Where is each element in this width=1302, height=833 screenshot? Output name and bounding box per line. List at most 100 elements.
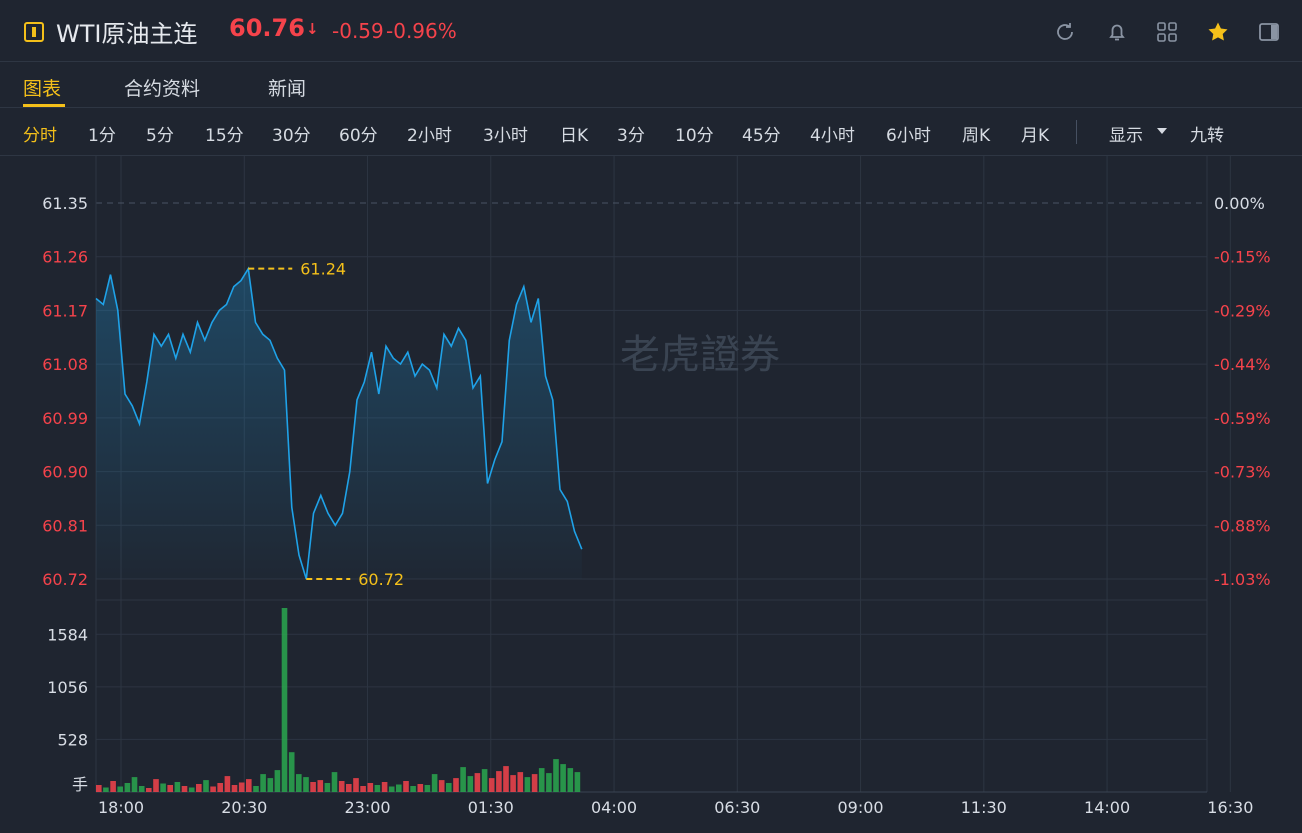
volume-bar	[517, 772, 524, 792]
period-15m[interactable]: 15分	[205, 126, 244, 146]
chevron-down-icon[interactable]	[1157, 128, 1167, 134]
price-line	[95, 266, 583, 580]
volume-bar	[331, 772, 338, 792]
period-10m[interactable]: 10分	[675, 126, 714, 146]
price-tick-label: 60.99	[42, 409, 88, 428]
volume-bar	[253, 786, 259, 792]
period-30m[interactable]: 30分	[272, 126, 311, 146]
price-extreme-marks: 61.24 60.72	[248, 260, 404, 589]
volume-bar	[138, 786, 145, 792]
period-day[interactable]: 日K	[560, 126, 589, 146]
percent-tick-label: -0.73%	[1214, 463, 1271, 482]
volume-bar	[346, 784, 352, 792]
watermark-text: 老虎證券	[620, 332, 780, 378]
volume-bar	[324, 783, 331, 792]
period-45m[interactable]: 45分	[742, 126, 781, 146]
volume-bar	[360, 786, 366, 792]
tab-news[interactable]: 新闻	[268, 78, 307, 100]
volume-bar	[574, 772, 581, 792]
volume-bar	[338, 781, 345, 792]
bell-icon[interactable]	[1105, 20, 1129, 44]
period-6h[interactable]: 6小时	[886, 126, 931, 146]
volume-bar	[310, 782, 316, 792]
percent-tick-label: -1.03%	[1214, 570, 1271, 589]
period-60m[interactable]: 60分	[339, 126, 378, 146]
volume-bar	[274, 770, 281, 792]
volume-bar	[174, 782, 181, 792]
volume-bar	[546, 773, 552, 792]
main-tabs: 图表 合约资料 新闻	[0, 62, 1302, 108]
time-tick-label: 14:00	[1084, 798, 1130, 817]
volume-bar	[567, 768, 574, 792]
volume-bar	[374, 785, 381, 792]
tab-chart[interactable]: 图表	[23, 78, 62, 100]
volume-bar	[446, 783, 452, 792]
volume-bar	[367, 783, 374, 792]
sidebar-toggle-icon[interactable]	[1257, 20, 1281, 44]
period-2h[interactable]: 2小时	[407, 126, 452, 146]
period-3h[interactable]: 3小时	[483, 126, 528, 146]
volume-bar	[538, 768, 545, 792]
volume-bar	[496, 771, 502, 792]
volume-bar	[317, 780, 324, 792]
star-icon[interactable]	[1206, 20, 1230, 44]
nine-turn-button[interactable]: 九转	[1190, 126, 1224, 146]
period-divider	[1076, 120, 1077, 144]
volume-bar	[474, 773, 481, 792]
volume-bar	[431, 774, 438, 792]
volume-bar	[510, 775, 516, 792]
volume-bar	[460, 767, 466, 792]
time-tick-label: 11:30	[961, 798, 1007, 817]
volume-bar	[410, 786, 416, 792]
volume-bar	[131, 777, 138, 792]
volume-bar	[188, 787, 195, 792]
contract-icon	[24, 22, 44, 42]
volume-bar	[96, 785, 102, 792]
percent-tick-label: 0.00%	[1214, 194, 1265, 213]
price-tick-label: 61.08	[42, 355, 88, 374]
price-line-path	[95, 266, 583, 580]
volume-bar	[238, 782, 245, 792]
time-tick-label: 20:30	[221, 798, 267, 817]
volume-bar	[553, 759, 559, 792]
grid-icon[interactable]	[1155, 20, 1179, 44]
active-tab-indicator	[23, 104, 65, 107]
price-tick-label: 60.72	[42, 570, 88, 589]
period-month[interactable]: 月K	[1021, 126, 1050, 146]
volume-bar	[203, 780, 209, 792]
volume-bar	[210, 786, 216, 792]
volume-bar	[231, 785, 238, 792]
percent-tick-label: -0.44%	[1214, 355, 1271, 374]
volume-bar	[103, 787, 109, 792]
axis-labels: 61.35 0.00% 61.26 -0.15% 61.17 -0.29% 61.08 -0.…	[42, 194, 1270, 817]
display-dropdown[interactable]: 显示	[1109, 126, 1143, 146]
low-price-mark-label: 60.72	[358, 570, 404, 589]
price-tick-label: 61.35	[42, 194, 88, 213]
last-price: 60.76	[229, 14, 305, 42]
period-bar: 分时 1分 5分 15分 30分 60分 2小时 3小时 日K 3分 10分 4…	[0, 108, 1302, 156]
volume-bar	[417, 784, 424, 792]
volume-bar	[160, 783, 166, 792]
percent-tick-label: -0.29%	[1214, 301, 1271, 320]
period-timeshare[interactable]: 分时	[23, 126, 57, 146]
volume-bar	[224, 776, 231, 792]
period-week[interactable]: 周K	[962, 126, 991, 146]
period-3m[interactable]: 3分	[617, 126, 645, 146]
period-5m[interactable]: 5分	[146, 126, 174, 146]
volume-bar	[481, 769, 488, 792]
time-tick-label: 18:00	[98, 798, 144, 817]
refresh-icon[interactable]	[1053, 20, 1077, 44]
volume-bar	[146, 788, 152, 792]
price-change-percent: -0.96%	[386, 19, 457, 43]
period-1m[interactable]: 1分	[88, 126, 116, 146]
volume-bar	[196, 784, 202, 792]
tab-contract-info[interactable]: 合约资料	[124, 78, 201, 100]
time-tick-label: 23:00	[344, 798, 390, 817]
volume-bar	[453, 778, 459, 792]
volume-bar	[288, 752, 295, 792]
volume-bar	[438, 780, 445, 792]
price-area-fill	[96, 268, 582, 579]
period-4h[interactable]: 4小时	[810, 126, 855, 146]
price-tick-label: 60.90	[42, 463, 88, 482]
